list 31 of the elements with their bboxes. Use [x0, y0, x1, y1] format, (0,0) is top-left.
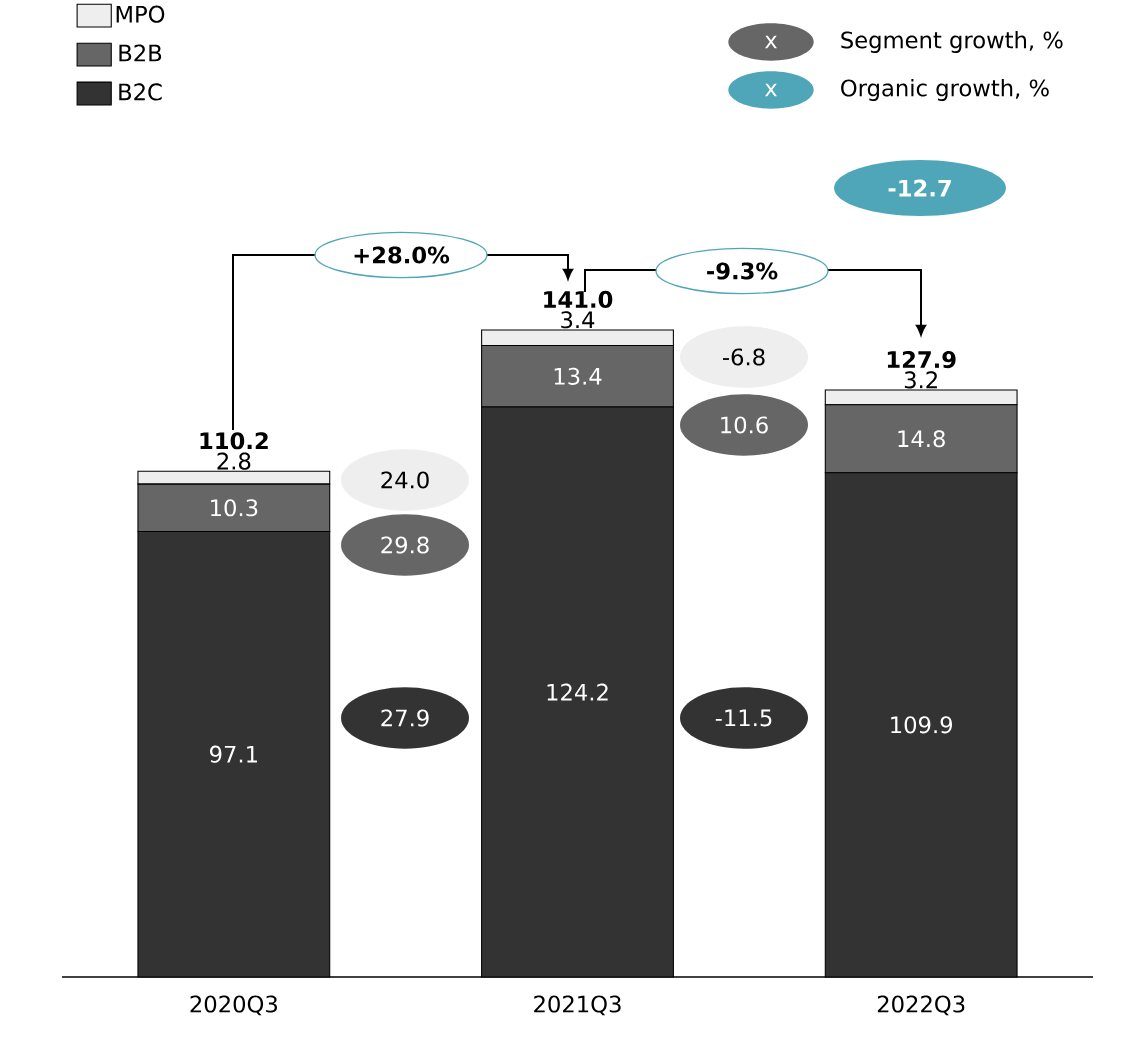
text: Segment growth, %: [841, 31, 1063, 53]
total-label: 127.9: [887, 350, 956, 369]
data-label: 13.4: [554, 367, 602, 385]
annotation: 27.9: [381, 709, 429, 727]
total-label: 141.0: [544, 290, 613, 309]
annotation: 29.8: [381, 536, 429, 554]
x-tick-label: 2020Q3: [190, 995, 277, 1016]
x-tick-label: 2022Q3: [877, 995, 965, 1016]
data-label: 2.8: [217, 452, 251, 470]
data-label: 10.3: [211, 499, 258, 517]
data-label: 3.4: [561, 311, 595, 329]
legend-label: B2C: [119, 83, 162, 101]
annotation: 24.0: [381, 471, 429, 489]
text: x: [764, 83, 777, 97]
text: x: [764, 35, 777, 49]
data-label: 109.9: [891, 716, 952, 734]
text: -9.3%: [707, 262, 778, 280]
data-label: 3.2: [904, 371, 937, 389]
annotation: -11.5: [715, 709, 772, 727]
text: +28.0%: [354, 246, 450, 264]
text: Organic growth, %: [841, 79, 1049, 101]
legend-label: B2B: [119, 44, 162, 62]
annotation: -6.8: [723, 348, 765, 366]
data-label: 124.2: [547, 683, 608, 701]
legend-label: MPO: [116, 5, 165, 23]
annotation: 10.6: [721, 416, 768, 434]
data-label: 97.1: [210, 745, 257, 763]
total-label: 110.2: [200, 432, 268, 450]
text: -12.7: [888, 179, 951, 197]
data-label: 14.8: [898, 430, 945, 448]
x-tick-label: 2021Q3: [534, 995, 621, 1016]
